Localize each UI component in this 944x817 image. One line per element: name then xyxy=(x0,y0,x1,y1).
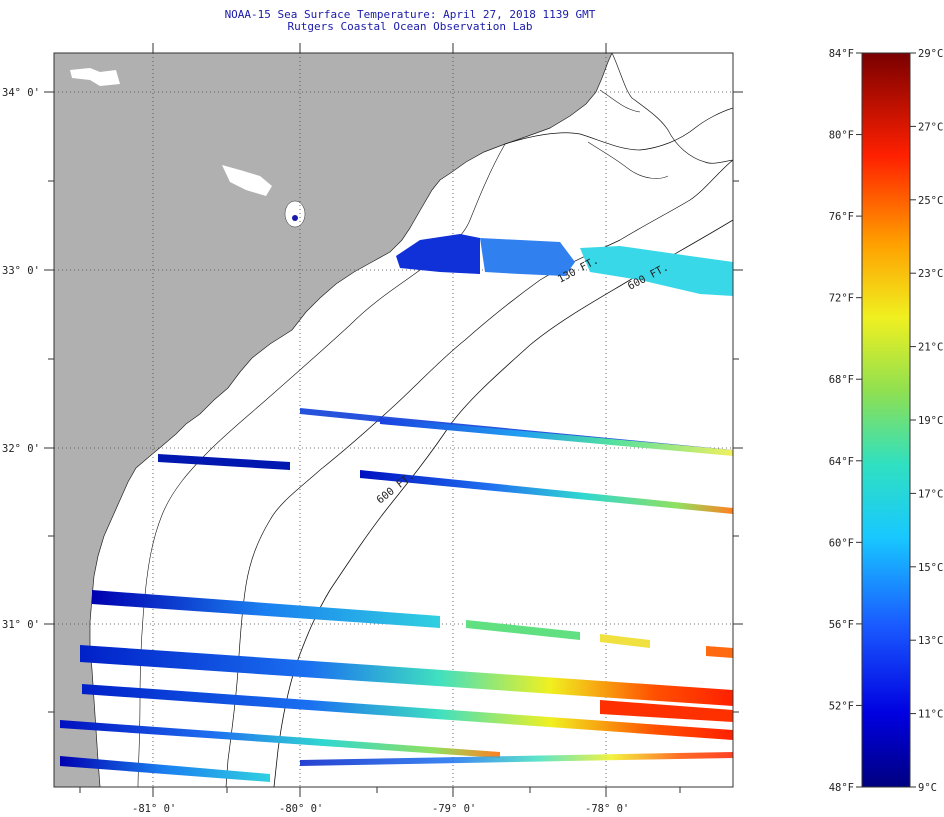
fahrenheit-label: 52°F xyxy=(829,700,854,712)
fahrenheit-label: 60°F xyxy=(829,537,854,549)
fahrenheit-ticks xyxy=(856,52,862,788)
fahrenheit-label: 76°F xyxy=(829,211,854,223)
fahrenheit-label: 84°F xyxy=(829,48,854,60)
lon-label: -80° 0' xyxy=(279,803,323,815)
map-frame xyxy=(53,52,734,788)
celsius-label: 21°C xyxy=(918,342,943,354)
land-outline-north xyxy=(611,53,733,164)
sst-swaths xyxy=(60,234,733,782)
lat-label: 34° 0' xyxy=(2,87,40,99)
fahrenheit-label: 80°F xyxy=(829,130,854,142)
map-subtitle: Rutgers Coastal Ocean Observation Lab xyxy=(287,20,533,33)
lat-axis xyxy=(44,91,743,713)
contour-130ft xyxy=(504,107,733,151)
celsius-ticks xyxy=(910,52,916,788)
celsius-label: 27°C xyxy=(918,121,943,133)
fahrenheit-label: 72°F xyxy=(829,293,854,305)
fahrenheit-label: 68°F xyxy=(829,374,854,386)
celsius-label: 23°C xyxy=(918,268,943,280)
lon-label: -78° 0' xyxy=(585,803,629,815)
map-title: NOAA-15 Sea Surface Temperature: April 2… xyxy=(224,8,596,21)
celsius-label: 17°C xyxy=(918,488,943,500)
lat-label: 31° 0' xyxy=(2,619,40,631)
lat-label: 32° 0' xyxy=(2,443,40,455)
sst-patch-north xyxy=(396,234,480,274)
lon-axis xyxy=(79,43,681,797)
celsius-label: 13°C xyxy=(918,635,943,647)
celsius-label: 25°C xyxy=(918,195,943,207)
land-nodata-patch xyxy=(70,68,120,86)
lat-label: 33° 0' xyxy=(2,265,40,277)
fahrenheit-label: 64°F xyxy=(829,456,854,468)
lon-label: -79° 0' xyxy=(432,803,476,815)
celsius-label: 9°C xyxy=(918,782,937,794)
contour-600ft xyxy=(273,219,733,787)
lon-label: -81° 0' xyxy=(132,803,176,815)
celsius-label: 11°C xyxy=(918,709,943,721)
map-area: 130 FT. 600 FT. 600 FT. xyxy=(54,53,733,787)
fahrenheit-label: 56°F xyxy=(829,619,854,631)
celsius-label: 29°C xyxy=(918,48,943,60)
fahrenheit-label: 48°F xyxy=(829,782,854,794)
celsius-label: 19°C xyxy=(918,415,943,427)
temperature-colorbar xyxy=(861,52,911,788)
celsius-label: 15°C xyxy=(918,562,943,574)
